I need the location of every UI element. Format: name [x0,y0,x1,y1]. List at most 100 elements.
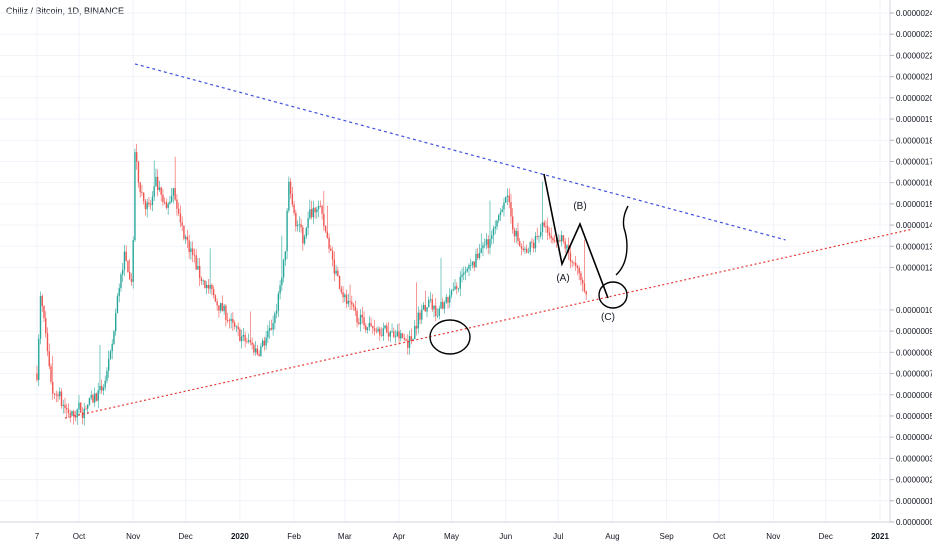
candle-body [205,284,208,288]
candle-body [64,404,66,409]
candle-body [60,391,63,406]
candle-body [461,274,463,277]
candle-body [209,284,211,289]
candle-body [342,292,344,298]
candle-body [545,226,547,227]
candle-body [536,236,538,237]
candle-body [398,331,400,339]
candle-body [160,187,162,195]
candle-body [326,231,329,238]
candle-body [207,284,210,289]
candle-body [356,310,358,323]
candle-body [540,232,542,237]
candle-body [97,390,99,401]
candle-body [165,202,168,208]
candle-body [349,300,351,302]
candle-body [275,310,278,314]
candle-body [282,260,285,278]
candle-body [550,235,552,239]
candle-body [372,325,374,329]
candle-body [242,334,245,337]
candle-body [195,255,197,270]
wave-c-circle [598,281,628,309]
candle-body [45,318,47,334]
candle-body [450,290,453,296]
candle-body [80,402,82,413]
time-axis[interactable]: 7 Oct Nov Dec 2020 Feb Mar Apr May Jun Jul Aug Sep Oc… [0,521,890,541]
candle-body [433,305,435,310]
candle-body [435,305,437,317]
x-tick-label: Jul [553,532,563,541]
candle-body [261,340,264,347]
candle-body [155,176,157,187]
candle-body [239,329,241,342]
resistance-trendline [134,63,786,241]
candle-body [324,226,327,232]
candle-body [524,248,526,251]
candle-body [361,314,364,318]
candle-body [352,304,355,308]
candle-body [365,325,367,331]
candle-body [312,207,315,218]
candle-body [233,322,236,327]
candle-body [169,201,171,204]
candle-body [162,194,164,203]
candle-body [410,336,412,342]
candle-body [39,296,42,339]
candle-body [69,413,71,416]
candle-body [92,395,94,403]
candle-body [59,391,61,397]
candle-body [274,313,276,323]
candle-body [309,209,311,219]
candle-body [167,203,169,208]
candle-body [66,408,68,410]
x-tick-label: Jun [499,532,512,541]
candle-body [487,239,489,248]
candle-body [317,205,320,210]
candle-body [548,232,551,236]
candle-body [531,242,533,244]
candle-body [419,312,421,320]
candle-body [560,235,563,242]
candle-body [498,215,500,221]
candle-body [293,204,295,214]
candle-body [127,260,129,273]
candle-body [429,299,432,301]
candle-body [240,336,243,342]
candle-body [267,330,269,338]
candle-body [405,339,407,341]
candle-body [115,313,117,332]
candle-body [470,264,472,266]
candle-body [104,380,106,388]
candle-body [407,340,409,348]
candle-body [574,262,577,266]
candle-body [62,404,64,406]
candle-body [344,294,346,298]
candle-body [506,195,509,198]
candle-body [90,395,92,398]
candle-body [501,209,503,213]
candle-body [445,297,447,303]
candle-body [552,238,554,241]
candle-body [314,207,316,213]
candle-body [503,202,505,210]
x-tick-label: Nov [766,532,780,541]
candle-body [546,226,549,233]
candle-body [170,195,173,202]
candle-body [256,348,259,355]
candle-body [478,252,481,258]
candle-body [305,227,308,237]
candle-body [202,280,204,282]
candle-body [181,222,183,226]
